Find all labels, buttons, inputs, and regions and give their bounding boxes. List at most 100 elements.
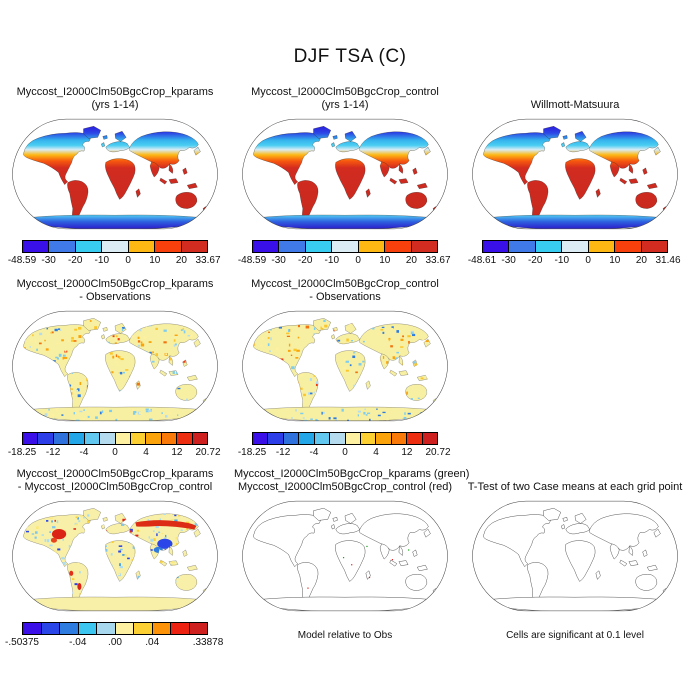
colorbar-tick-label: .33878 <box>192 637 224 648</box>
colorbar-segment <box>68 433 84 444</box>
panel-ttest: T-Test of two Case means at each grid po… <box>464 466 686 641</box>
world-map-svg <box>12 500 218 612</box>
colorbar-tick-label: -48.61 <box>467 255 497 266</box>
colorbar-tick-label: -4 <box>309 447 319 458</box>
world-map-svg <box>242 310 448 422</box>
colorbar-labels: -18.25 -12 -4 0 4 12 20.72 <box>8 447 221 459</box>
colorbar-segment <box>151 623 170 634</box>
colorbar-tick-label: 10 <box>149 255 161 266</box>
colorbar-labels: -.50375 -.04 .00 .04 .33878 <box>5 637 223 649</box>
world-map-svg <box>12 118 218 230</box>
colorbar-segment <box>614 241 641 252</box>
panel-title-line2: - Myccost_I2000Clm50BgcCrop_control <box>17 481 213 493</box>
colorbar-tick-label: 0 <box>342 447 348 458</box>
colorbar-tick-label: 33.67 <box>425 255 451 266</box>
colorbar-segment <box>406 433 422 444</box>
colorbar-segment <box>410 241 437 252</box>
colorbar-segment <box>282 433 299 444</box>
colorbar-tick-label: 31.46 <box>655 255 681 266</box>
colorbar-labels: -48.59 -30 -20 -10 0 10 20 33.67 <box>8 255 221 267</box>
colorbar-segment <box>188 623 207 634</box>
panel-willmott-matsuura-obs: Willmott-Matsuura -48.61 -30 -20 -10 0 10 20 31… <box>464 84 686 267</box>
colorbar-segment <box>23 623 41 634</box>
colorbar-tick-label: .04 <box>145 637 160 648</box>
colorbar-tick-label: -18.25 <box>237 447 267 458</box>
colorbar-segment <box>40 623 59 634</box>
panel-title: Myccost_I2000Clm50BgcCrop_kparams - Mycc… <box>4 466 226 494</box>
colorbar-segment <box>83 433 100 444</box>
world-map-svg <box>12 310 218 422</box>
colorbar-tick-label: 0 <box>125 255 131 266</box>
colorbar-segment <box>253 241 279 252</box>
colorbar-tick-label: -10 <box>94 255 110 266</box>
panel-title-line1: Myccost_I2000Clm50BgcCrop_kparams <box>16 86 214 98</box>
colorbar-segment <box>267 433 283 444</box>
panel-title-line2: Willmott-Matsuura <box>530 99 620 111</box>
colorbar-tick-label: 4 <box>143 447 149 458</box>
colorbar-segment <box>77 623 96 634</box>
colorbar-segment <box>304 241 332 252</box>
panel-title: Myccost_I2000Clm50BgcCrop_kparams (green… <box>234 466 469 494</box>
colorbar-tick-label: -4 <box>79 447 89 458</box>
colorbar-segment <box>59 623 78 634</box>
world-map-svg <box>242 118 448 230</box>
colorbar-tick-label: 0 <box>585 255 591 266</box>
panel-title: Myccost_I2000Clm50BgcCrop_kparams (yrs 1… <box>4 84 226 112</box>
colorbar-segment <box>298 433 314 444</box>
colorbar-block: -18.25 -12 -4 0 4 12 20.72 <box>238 432 451 459</box>
colorbar <box>22 432 208 445</box>
colorbar-block: -48.59 -30 -20 -10 0 10 20 33.67 <box>8 240 221 267</box>
colorbar-tick-label: 12 <box>171 447 183 458</box>
colorbar-tick-label: 20 <box>175 255 187 266</box>
colorbar-segment <box>23 433 38 444</box>
colorbar-segment <box>640 241 667 252</box>
colorbar-tick-label: 20.72 <box>425 447 451 458</box>
colorbar-tick-label: -12 <box>45 447 61 458</box>
colorbar-segment <box>421 433 438 444</box>
colorbar-block: -48.59 -30 -20 -10 0 10 20 33.67 <box>238 240 451 267</box>
colorbar-segment <box>534 241 562 252</box>
colorbar-tick-label: 10 <box>609 255 621 266</box>
colorbar-segment <box>587 241 615 252</box>
colorbar-segment <box>127 241 155 252</box>
colorbar-segment <box>37 433 53 444</box>
panel-title-line1: Myccost_I2000Clm50BgcCrop_control <box>251 278 439 290</box>
colorbar-segment <box>176 433 192 444</box>
colorbar-block: -18.25 -12 -4 0 4 12 20.72 <box>8 432 221 459</box>
panel-model-relative-obs: Myccost_I2000Clm50BgcCrop_kparams (green… <box>234 466 469 641</box>
panel-kparams-minus-control: Myccost_I2000Clm50BgcCrop_kparams - Mycc… <box>4 466 226 649</box>
colorbar <box>22 240 208 253</box>
panel-title: Willmott-Matsuura <box>464 84 686 112</box>
colorbar-segment <box>154 241 181 252</box>
colorbar-segment <box>145 433 161 444</box>
panel-title: Myccost_I2000Clm50BgcCrop_kparams - Obse… <box>4 276 226 304</box>
panel-kparams-climatology: Myccost_I2000Clm50BgcCrop_kparams (yrs 1… <box>4 84 226 267</box>
colorbar <box>252 240 438 253</box>
colorbar-segment <box>180 241 207 252</box>
colorbar-segment <box>359 433 376 444</box>
colorbar-segment <box>170 623 189 634</box>
colorbar-segment <box>129 433 146 444</box>
colorbar-segment <box>278 241 305 252</box>
panel-title: Myccost_I2000Clm50BgcCrop_control (yrs 1… <box>234 84 456 112</box>
colorbar-tick-label: 4 <box>373 447 379 458</box>
colorbar <box>252 432 438 445</box>
colorbar-tick-label: -20 <box>297 255 313 266</box>
colorbar-segment <box>313 433 330 444</box>
colorbar-block: -48.61 -30 -20 -10 0 10 20 31.46 <box>468 240 681 267</box>
panel-title-line2: - Observations <box>309 291 381 303</box>
colorbar-segment <box>74 241 102 252</box>
colorbar-segment <box>191 433 208 444</box>
panel-kparams-minus-obs: Myccost_I2000Clm50BgcCrop_kparams - Obse… <box>4 276 226 459</box>
colorbar-segment <box>96 623 115 634</box>
colorbar-tick-label: -10 <box>554 255 570 266</box>
world-map-difference <box>8 497 222 615</box>
colorbar-segment <box>344 433 360 444</box>
panel-title-line2: - Observations <box>79 291 151 303</box>
colorbar-segment <box>329 433 345 444</box>
panel-control-climatology: Myccost_I2000Clm50BgcCrop_control (yrs 1… <box>234 84 456 267</box>
world-map-svg <box>472 500 678 612</box>
colorbar-segment <box>99 433 115 444</box>
colorbar-tick-label: -20 <box>67 255 83 266</box>
